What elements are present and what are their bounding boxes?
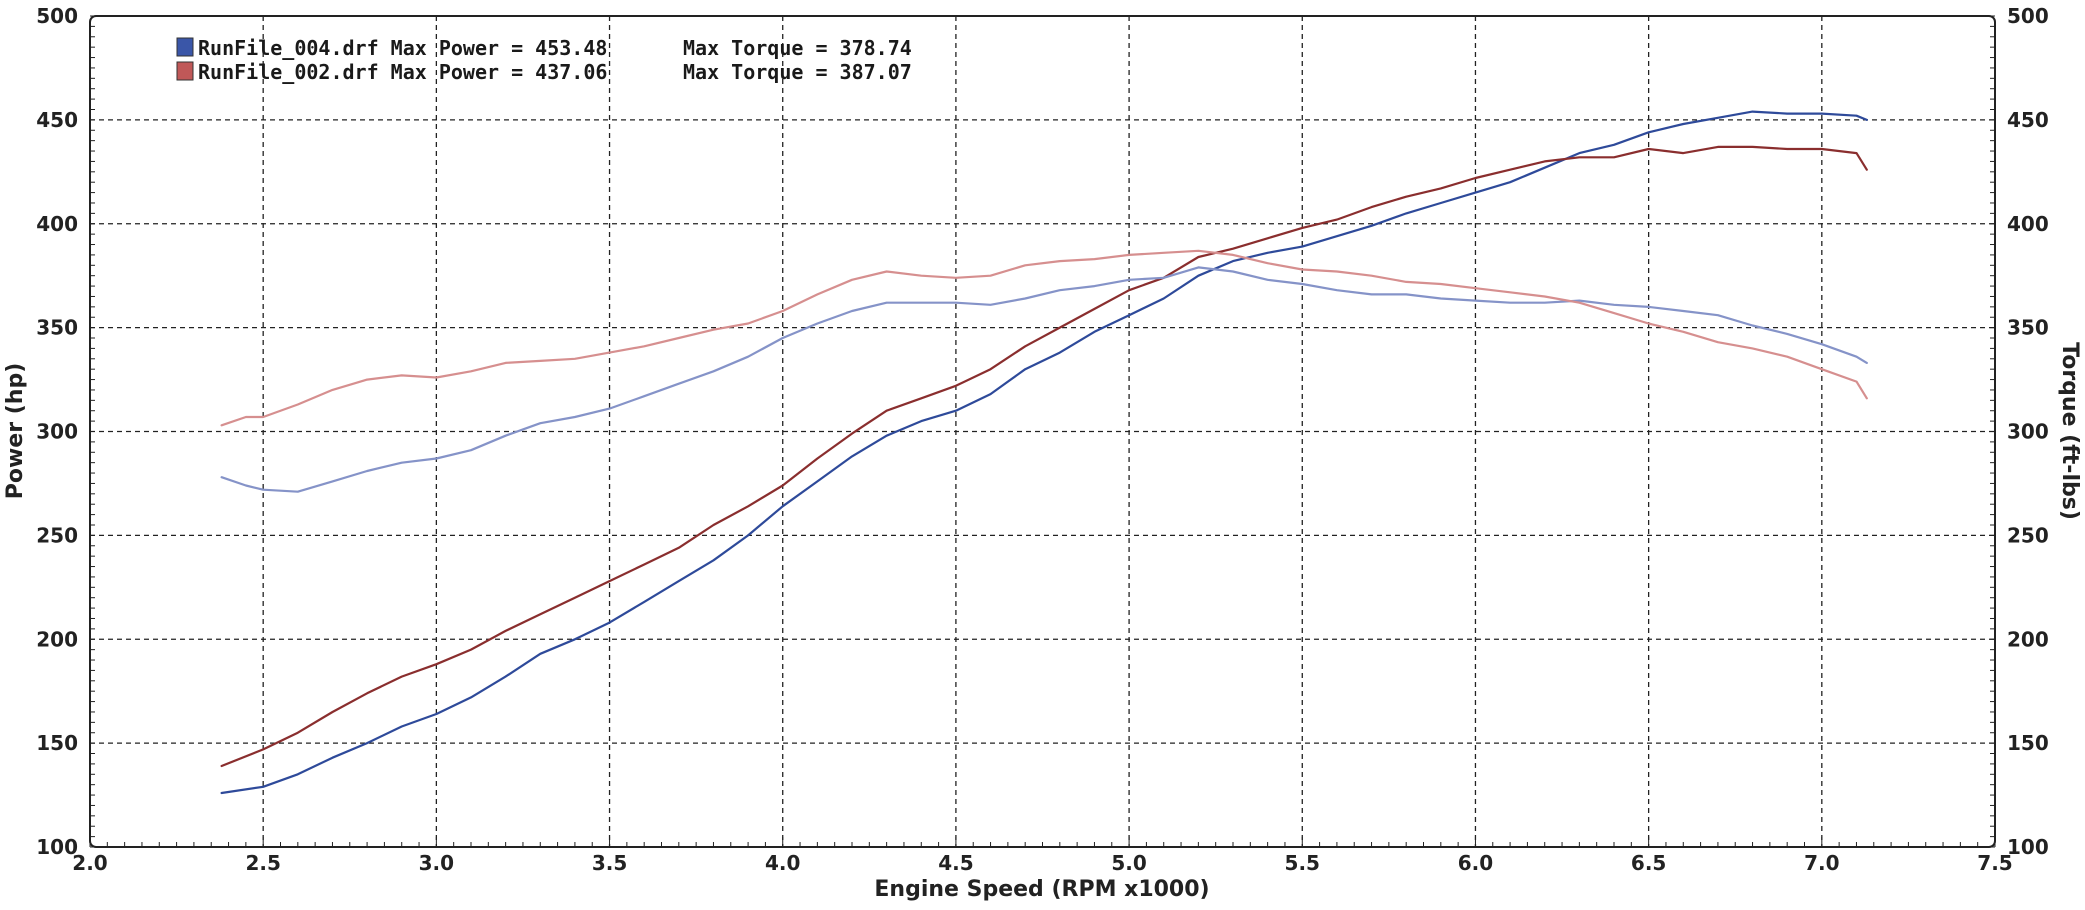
y-tick-label: 200 — [36, 627, 78, 651]
y2-tick-label: 250 — [2007, 523, 2049, 547]
x-tick-label: 3.0 — [419, 851, 454, 875]
legend-torque-runfile-002: Max Torque = 387.07 — [683, 60, 912, 84]
y-axis-title: Power (hp) — [3, 363, 28, 500]
x-tick-label: 2.5 — [245, 851, 280, 875]
y-tick-label: 300 — [36, 420, 78, 444]
y-tick-label: 150 — [36, 731, 78, 755]
grid-lines — [90, 16, 1995, 847]
y-tick-label: 500 — [36, 4, 78, 28]
x-axis-title: Engine Speed (RPM x1000) — [874, 877, 1209, 902]
series-group — [220, 110, 1868, 795]
y-tick-labels: 100 150 200 250 300 350 400 450 500 — [36, 4, 78, 859]
x-tick-label: 4.5 — [938, 851, 973, 875]
x-tick-label: 7.5 — [1977, 851, 2012, 875]
y2-axis-title: Torque (ft-lbs) — [2057, 342, 2082, 520]
minor-ticks — [89, 15, 1996, 848]
x-tick-label: 4.0 — [765, 851, 800, 875]
y2-tick-label: 200 — [2007, 627, 2049, 651]
legend-torque-runfile-004: Max Torque = 378.74 — [683, 36, 912, 60]
legend-swatch-runfile-002 — [176, 61, 194, 81]
y-tick-label: 450 — [36, 108, 78, 132]
x-tick-label: 3.5 — [592, 851, 627, 875]
y2-tick-label: 400 — [2007, 212, 2049, 236]
x-tick-label: 6.0 — [1458, 851, 1493, 875]
legend: RunFile_004.drf Max Power = 453.48 Max T… — [176, 36, 912, 84]
series-line-runfile-004-drf-torque — [220, 266, 1868, 493]
legend-label-runfile-002: RunFile_002.drf Max Power = 437.06 — [198, 60, 607, 84]
y2-tick-label: 500 — [2007, 4, 2049, 28]
y-tick-label: 250 — [36, 523, 78, 547]
x-tick-label: 6.5 — [1631, 851, 1666, 875]
series-line-runfile-004-drf-power — [220, 110, 1868, 795]
x-tick-label: 2.0 — [72, 851, 107, 875]
x-tick-label: 5.0 — [1111, 851, 1146, 875]
legend-label-runfile-004: RunFile_004.drf Max Power = 453.48 — [198, 36, 607, 60]
legend-swatch-runfile-004 — [176, 37, 194, 57]
x-tick-labels: 2.0 2.5 3.0 3.5 4.0 4.5 5.0 5.5 6.0 6.5 7.0 7.5 — [72, 851, 2012, 875]
y2-tick-labels: 100 150 200 250 300 350 400 450 500 — [2007, 4, 2049, 859]
plot-background — [90, 16, 1995, 847]
y2-tick-label: 100 — [2007, 835, 2049, 859]
series-line-runfile-002-drf-torque — [220, 249, 1868, 427]
y2-tick-label: 350 — [2007, 316, 2049, 340]
x-tick-label: 7.0 — [1804, 851, 1839, 875]
y-tick-label: 400 — [36, 212, 78, 236]
y-tick-label: 100 — [36, 835, 78, 859]
series-line-runfile-002-drf-power — [220, 145, 1868, 768]
y2-tick-label: 450 — [2007, 108, 2049, 132]
x-tick-label: 5.5 — [1285, 851, 1320, 875]
y-tick-label: 350 — [36, 316, 78, 340]
y2-tick-label: 150 — [2007, 731, 2049, 755]
y2-tick-label: 300 — [2007, 420, 2049, 444]
